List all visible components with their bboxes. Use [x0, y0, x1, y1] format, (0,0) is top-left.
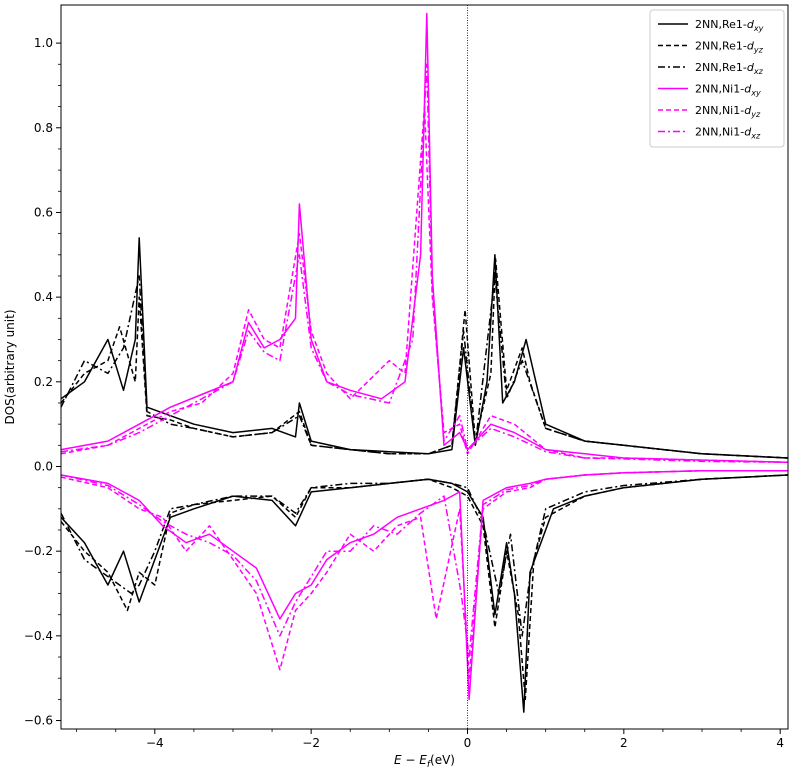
x-axis-label-e: E — [394, 753, 402, 767]
series-line-up-2 — [61, 275, 788, 459]
legend-entry: 2NN,Re1-dyz — [695, 40, 764, 55]
legend-box — [649, 9, 785, 148]
y-tick-label: 0.0 — [34, 459, 53, 473]
y-tick-label: 0.2 — [34, 375, 53, 389]
x-tick-label: 0 — [464, 736, 472, 750]
legend-entry: 2NN,Ni1-dxy — [695, 83, 761, 98]
series-line-up-3 — [61, 12, 788, 464]
x-axis-label-ef: E — [419, 753, 427, 767]
y-tick-label: −0.6 — [24, 714, 53, 728]
x-axis-label: E − Ef(eV) — [394, 753, 455, 769]
y-tick-label: −0.4 — [24, 629, 53, 643]
plot-frame — [60, 4, 789, 730]
series-layer — [61, 12, 788, 713]
x-tick-label: 4 — [776, 736, 784, 750]
series-line-down-7 — [61, 474, 788, 701]
legend-entry: 2NN,Re1-dxy — [695, 18, 764, 33]
legend: 2NN,Re1-dxy 2NN,Re1-dyz 2NN,Re1-dxz 2NN,Ni1… — [649, 9, 785, 148]
series-line-down-11 — [61, 469, 788, 658]
y-tick-label: 0.6 — [34, 205, 53, 219]
y-tick-label: 1.0 — [34, 36, 53, 50]
x-axis-label-unit: (eV) — [430, 753, 455, 767]
x-tick-label: −4 — [146, 736, 164, 750]
series-line-up-4 — [61, 105, 788, 464]
y-axis-label: DOS(arbitrary unit) — [3, 310, 17, 425]
y-tick-label: 0.8 — [34, 121, 53, 135]
x-axis-ticks: −4 −2 0 2 4 — [76, 729, 784, 750]
y-axis-ticks: −0.6 −0.4 −0.2 0.0 0.2 0.4 0.6 0.8 1.0 — [24, 36, 61, 728]
legend-entry: 2NN,Ni1-dyz — [695, 104, 761, 119]
series-line-up-5 — [61, 63, 788, 464]
x-axis-label-minus: − — [402, 753, 420, 767]
x-axis-label-ef-sub: f — [427, 760, 432, 769]
series-line-up-0 — [61, 237, 788, 459]
series-line-down-8 — [61, 474, 788, 637]
legend-entry: 2NN,Ni1-dxz — [695, 126, 761, 141]
legend-entry: 2NN,Re1-dxz — [695, 61, 764, 76]
x-tick-label: 2 — [620, 736, 628, 750]
y-tick-label: −0.2 — [24, 544, 53, 558]
y-tick-label: 0.4 — [34, 290, 53, 304]
x-tick-label: −2 — [302, 736, 320, 750]
